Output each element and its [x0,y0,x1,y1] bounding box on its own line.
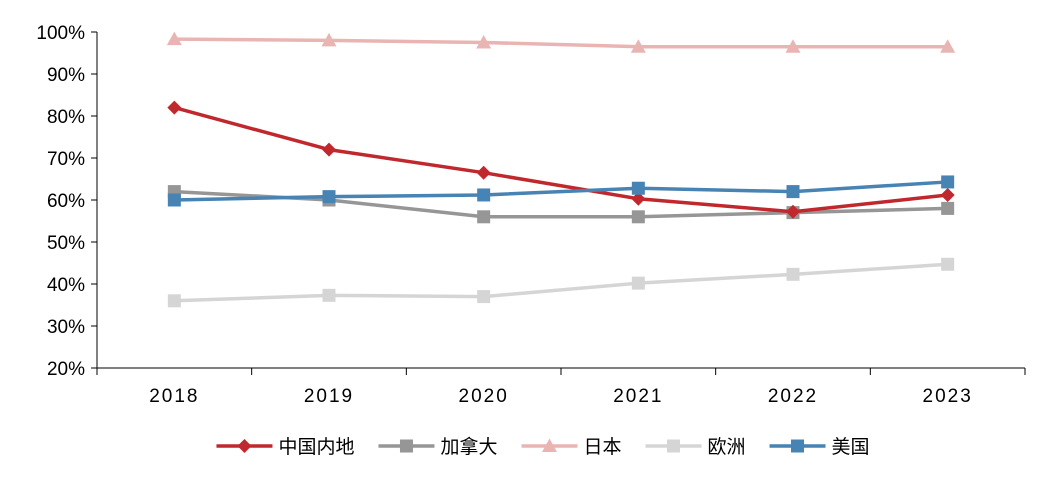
legend-label: 日本 [583,436,621,458]
data-point [166,31,182,46]
data-point [941,257,955,271]
data-point [477,210,491,224]
y-tick-label: 40% [47,275,85,296]
legend-label: 美国 [832,436,870,458]
y-tick-label: 80% [47,107,85,128]
data-point [476,165,491,180]
legend-item-3: 欧洲 [645,436,746,458]
data-point [941,201,955,215]
x-tick-label: 2021 [613,386,663,407]
data-point [322,142,336,157]
y-tick-label: 100% [36,23,85,44]
data-point [786,267,800,281]
legend-marker [237,439,252,453]
legend-item-4: 美国 [769,436,870,458]
series-4 [167,175,955,207]
data-point [631,276,645,290]
y-tick-label: 30% [47,317,85,338]
legend-marker [541,438,557,452]
legend-marker [667,439,681,453]
data-point [785,39,801,53]
axes: 20% 30% 40% 50% 60% 70% 80% 90% 100% 2018 2019 2020… [36,23,1026,407]
data-point [322,288,336,302]
series-line [173,105,948,214]
x-tick-label: 2023 [923,386,973,407]
series-line [174,37,948,49]
legend-label: 中国内地 [278,436,354,458]
data-point [631,210,645,224]
data-point [630,39,646,53]
data-point [940,39,956,53]
series-line [174,180,948,202]
series-2 [166,31,956,53]
legend-item-2: 日本 [521,436,622,458]
y-tick-label: 60% [47,191,85,212]
data-point [321,32,337,47]
legend-label: 加拿大 [440,435,497,458]
legend-item-0: 中国内地 [216,436,354,458]
y-tick-label: 20% [47,359,85,380]
x-tick-label: 2019 [304,386,354,407]
data-point [167,294,181,308]
data-point [631,181,645,195]
data-point [322,190,336,204]
y-tick-label: 50% [47,233,85,254]
x-tick-label: 2022 [768,386,818,407]
y-tick-label: 70% [47,149,85,170]
x-tick-label: 2020 [459,386,509,407]
legend-item-1: 加拿大 [378,435,497,458]
series-3 [167,257,955,308]
legend-label: 欧洲 [708,436,746,458]
legend-marker [399,439,413,453]
legend: 中国内地 加拿大 日本 欧洲 美国 [216,435,870,458]
data-point [477,188,491,202]
data-point [631,191,646,206]
series-line [174,189,948,219]
y-tick-label: 90% [47,65,85,86]
data-point [941,175,955,189]
x-tick-label: 2018 [149,386,199,407]
data-point [167,193,181,207]
legend-marker [791,439,805,453]
data-point [476,35,492,49]
data-point [477,290,491,304]
data-point [167,100,182,115]
series-line [174,262,948,303]
data-point [786,204,800,219]
series-layer [166,31,956,308]
data-point [786,185,800,199]
data-point [940,187,955,202]
series-0 [167,100,955,219]
